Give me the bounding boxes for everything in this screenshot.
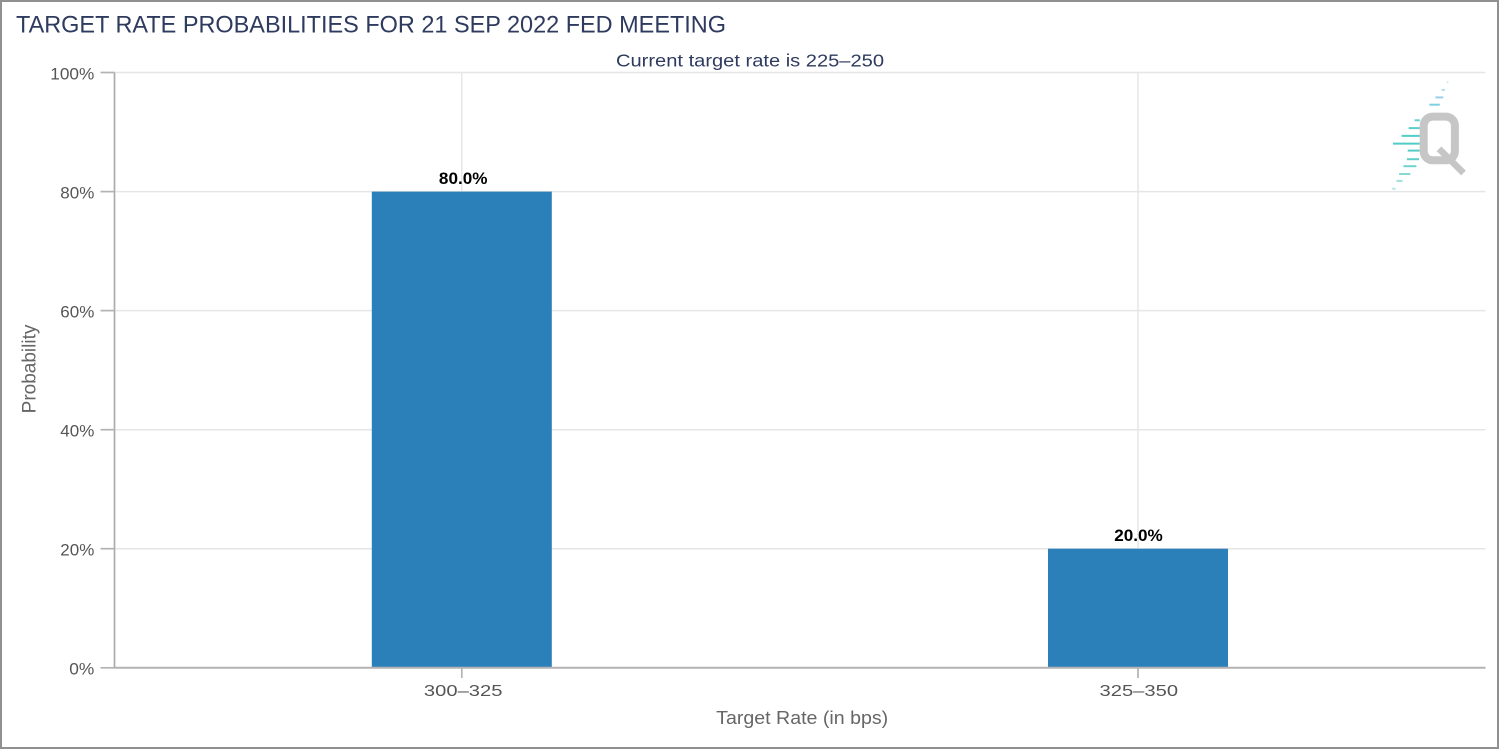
svg-text:325–350: 325–350	[1100, 683, 1179, 700]
svg-text:100%: 100%	[50, 65, 94, 83]
svg-text:40%: 40%	[60, 423, 94, 441]
svg-text:Current target rate is 225–250: Current target rate is 225–250	[616, 50, 884, 70]
svg-text:80%: 80%	[60, 185, 94, 203]
svg-text:20.0%: 20.0%	[1114, 527, 1163, 545]
svg-text:Target Rate (in bps): Target Rate (in bps)	[716, 708, 888, 728]
svg-text:0%: 0%	[69, 661, 94, 679]
svg-text:TARGET RATE PROBABILITIES FOR: TARGET RATE PROBABILITIES FOR 21 SEP 202…	[16, 11, 726, 38]
svg-text:20%: 20%	[60, 542, 94, 560]
svg-text:80.0%: 80.0%	[439, 170, 488, 188]
svg-text:60%: 60%	[60, 304, 94, 322]
svg-text:300–325: 300–325	[424, 683, 503, 700]
svg-text:Probability: Probability	[20, 324, 41, 413]
